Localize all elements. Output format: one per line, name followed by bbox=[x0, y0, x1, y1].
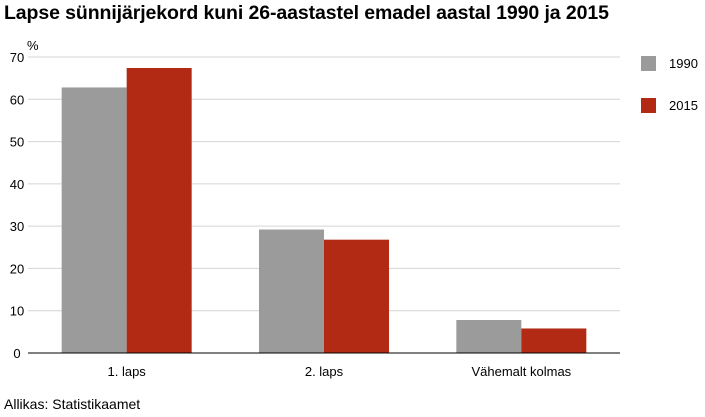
legend: 1990 2015 bbox=[641, 56, 698, 113]
y-tick-label: 60 bbox=[10, 92, 24, 107]
legend-swatch-2015 bbox=[641, 98, 656, 113]
x-tick-label: Vähemalt kolmas bbox=[471, 364, 571, 379]
bar-2015-1 bbox=[126, 67, 192, 353]
bars bbox=[61, 67, 587, 354]
y-tick-label: 10 bbox=[10, 304, 24, 319]
legend-swatch-1990 bbox=[641, 56, 656, 71]
bar-1990-3 bbox=[456, 320, 522, 353]
bar-1990-2 bbox=[259, 229, 324, 353]
y-tick-label: 50 bbox=[10, 135, 24, 150]
bar-2015-2 bbox=[324, 239, 389, 353]
x-tick-labels: 1. laps 2. laps Vähemalt kolmas bbox=[108, 364, 572, 379]
y-tick-labels: 0 10 20 30 40 50 60 70 bbox=[10, 50, 24, 361]
x-tick-label: 1. laps bbox=[108, 364, 147, 379]
x-tick-label: 2. laps bbox=[305, 364, 344, 379]
bar-2015-3 bbox=[521, 328, 587, 353]
chart-title: Lapse sünnijärjekord kuni 26-aastastel e… bbox=[4, 2, 609, 24]
y-tick-label: 40 bbox=[10, 177, 24, 192]
legend-label: 1990 bbox=[669, 56, 698, 71]
legend-label: 2015 bbox=[669, 98, 698, 113]
y-tick-label: 30 bbox=[10, 219, 24, 234]
y-tick-label: 70 bbox=[10, 50, 24, 65]
y-tick-label: 0 bbox=[13, 346, 20, 361]
source-note: Allikas: Statistikaamet bbox=[4, 396, 141, 412]
y-axis-label: % bbox=[27, 38, 39, 53]
y-tick-label: 20 bbox=[10, 261, 24, 276]
bar-1990-1 bbox=[61, 87, 127, 354]
